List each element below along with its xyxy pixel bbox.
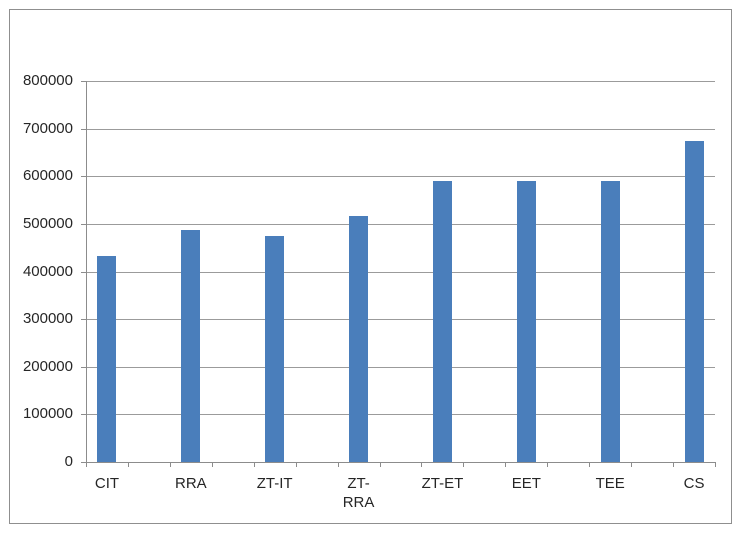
y-axis-tick — [81, 414, 86, 416]
gridline — [86, 128, 715, 130]
bar-ZT-ET — [432, 181, 452, 462]
y-axis-label: 100000 — [22, 405, 73, 423]
x-axis-tick — [631, 462, 633, 467]
x-axis-label-ZT-RRA: ZT- RRA — [342, 475, 375, 511]
y-axis-label: 200000 — [22, 357, 73, 375]
x-axis-tick — [169, 462, 171, 467]
x-axis-tick — [86, 462, 87, 467]
gridline — [86, 81, 715, 82]
bar-CS — [684, 141, 704, 462]
y-axis-label: 600000 — [22, 167, 73, 185]
gridline — [86, 414, 715, 416]
bar-RRA — [181, 230, 201, 462]
x-axis-tick — [295, 462, 297, 467]
x-axis-tick — [127, 462, 129, 467]
x-axis-label-RRA: RRA — [174, 475, 207, 492]
y-axis-label: 400000 — [22, 262, 73, 280]
x-axis-tick — [715, 462, 716, 467]
x-axis-label-CIT: CIT — [94, 475, 120, 492]
x-axis-tick — [505, 462, 507, 467]
gridline — [86, 366, 715, 368]
bar-TEE — [600, 181, 620, 462]
y-axis-tick — [81, 176, 86, 178]
y-axis-tick — [81, 223, 86, 225]
x-axis-label-ZT-IT: ZT-IT — [256, 475, 293, 492]
bar-EET — [516, 181, 536, 462]
x-axis-tick — [421, 462, 423, 467]
x-axis-tick — [379, 462, 381, 467]
y-axis-tick — [81, 462, 86, 463]
x-axis-tick — [547, 462, 549, 467]
y-axis-label: 700000 — [22, 119, 73, 137]
bar-ZT-IT — [265, 236, 285, 462]
x-axis-tick — [589, 462, 591, 467]
x-axis-tick — [463, 462, 465, 467]
gridline — [86, 176, 715, 178]
y-axis-tick — [81, 128, 86, 130]
gridline — [86, 319, 715, 321]
x-axis-label-ZT-ET: ZT-ET — [421, 475, 464, 492]
y-axis-tick — [81, 319, 86, 321]
bar-CIT — [97, 255, 117, 462]
x-axis-tick — [337, 462, 339, 467]
x-axis-label-EET: EET — [511, 475, 541, 492]
y-axis-tick — [81, 81, 86, 82]
x-axis-line — [86, 462, 715, 463]
y-axis-tick — [81, 366, 86, 368]
gridline — [86, 223, 715, 225]
y-axis-label: 0 — [64, 453, 73, 470]
gridline — [86, 271, 715, 273]
bar-ZT-RRA — [349, 216, 369, 462]
chart-frame — [9, 9, 732, 524]
x-axis-tick — [253, 462, 255, 467]
y-axis-tick — [81, 271, 86, 273]
x-axis-label-CS: CS — [683, 475, 705, 492]
x-axis-tick — [673, 462, 675, 467]
y-axis-label: 500000 — [22, 214, 73, 232]
y-axis-label: 800000 — [22, 72, 73, 89]
y-axis-label: 300000 — [22, 310, 73, 328]
x-axis-label-TEE: TEE — [595, 475, 625, 492]
y-axis-line — [86, 81, 87, 462]
x-axis-tick — [211, 462, 213, 467]
